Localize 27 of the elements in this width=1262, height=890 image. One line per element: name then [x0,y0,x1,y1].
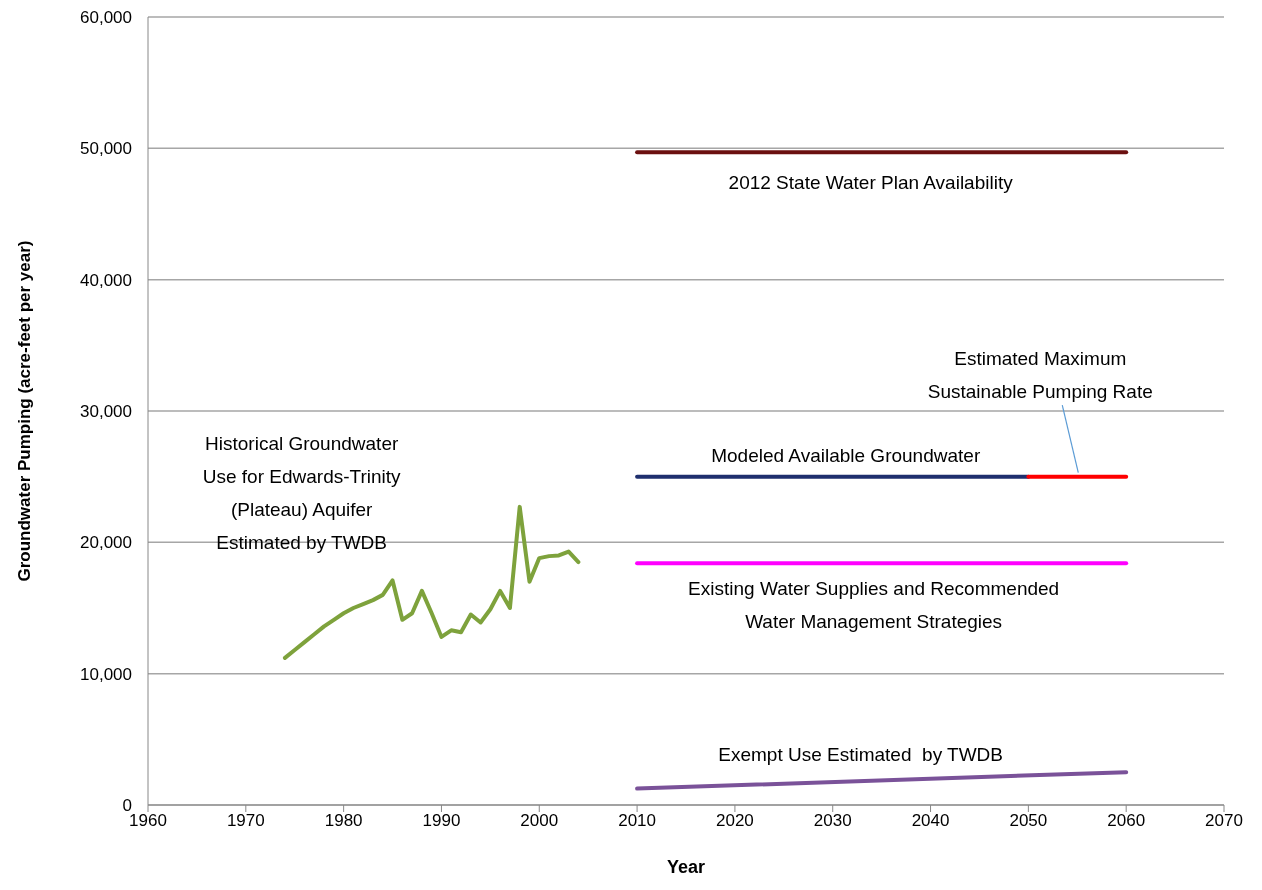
series-label: Existing Water Supplies and Recommended Water Management Strategies [688,578,1060,633]
series-label: Modeled Available Groundwater [711,445,981,467]
y-tick-label: 40,000 [80,270,132,290]
x-tick-label: 2010 [618,811,656,831]
y-tick-label: 50,000 [80,139,132,159]
x-tick-label: 1980 [324,811,363,831]
y-tick-label: 20,000 [80,533,132,553]
y-tick-label: 30,000 [80,402,132,422]
y-axis-title: Groundwater Pumping (acre-feet per year) [15,240,35,582]
x-axis-title: Year [666,857,706,877]
x-tick-label: 2030 [813,811,852,831]
x-tick-label: 2000 [520,811,559,831]
x-tick-label: 1990 [422,811,461,831]
x-tick-label: 2040 [911,811,950,831]
x-tick-label: 2050 [1009,811,1048,831]
x-tick-label: 1970 [226,811,265,831]
y-tick-label: 60,000 [80,8,132,28]
x-tick-label: 2060 [1107,811,1146,831]
text: Estimated Maximum Sustainable Pumping Rate [927,347,1153,402]
series-label: Exempt Use Estimated by TWDB [718,743,1003,765]
y-tick-label: 10,000 [80,664,132,684]
y-tick-label: 0 [122,796,132,816]
x-tick-label: 1960 [129,811,167,831]
series-label: 2012 State Water Plan Availability [728,171,1014,193]
x-tick-label: 2020 [716,811,754,831]
x-tick-label: 2070 [1205,811,1243,831]
series-label: Historical Groundwater Use for Edwards-Trinity (Plateau) Aquifer Estimated by TWDB [202,433,402,554]
